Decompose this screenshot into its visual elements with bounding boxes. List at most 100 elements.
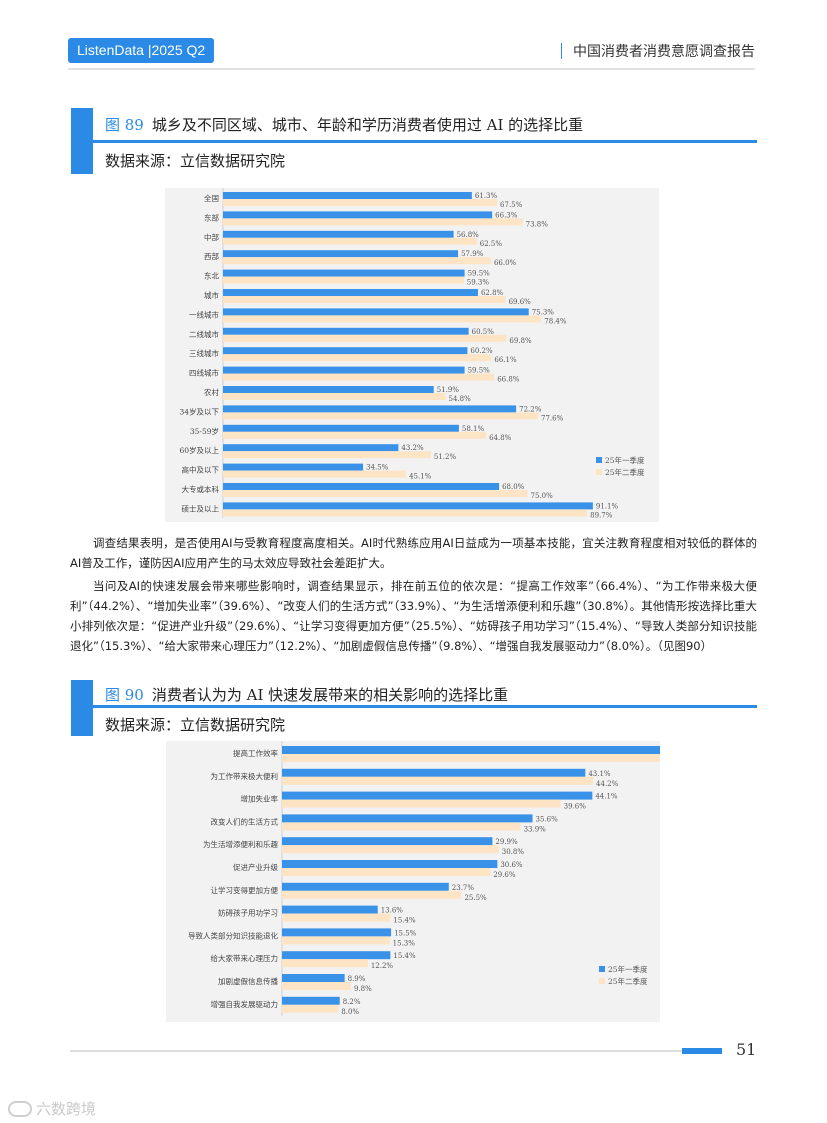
bar-series-1 bbox=[223, 424, 459, 432]
figure-89-accent-bar bbox=[71, 108, 93, 174]
bar-series-2 bbox=[282, 868, 491, 876]
bar-series-1 bbox=[282, 928, 392, 937]
data-label-series-2: 45.1% bbox=[409, 473, 432, 481]
category-label: 增强自我发展驱动力 bbox=[211, 999, 279, 1009]
figure-90-accent-bar bbox=[71, 680, 93, 736]
bar-series-2 bbox=[282, 799, 561, 808]
bar-series-2 bbox=[282, 959, 368, 968]
header-divider bbox=[68, 68, 755, 70]
chart-89-panel: 全国 61.3% 67.5% 东部 66.3% 73.8% 中部 56.8% 62.5% 西部 57… bbox=[165, 188, 659, 522]
bar-series-2 bbox=[223, 451, 431, 459]
data-label-series-2: 66.0% bbox=[494, 259, 517, 267]
bar-series-1 bbox=[282, 768, 586, 777]
category-label: 一线城市 bbox=[189, 309, 219, 319]
legend-swatch bbox=[599, 966, 605, 972]
category-label: 加剧虚假信息传播 bbox=[218, 976, 278, 986]
data-label-series-1: 13.6% bbox=[381, 907, 404, 915]
bar-series-1 bbox=[282, 860, 498, 868]
chart-89: 全国 61.3%67.5% 东部 66.3% 73.8% 中部 56.8%62.5% 西部 57… bbox=[179, 188, 645, 519]
bar-series-2 bbox=[223, 509, 588, 517]
bar-series-2 bbox=[223, 373, 495, 381]
bar-series-2 bbox=[282, 982, 351, 990]
bar-series-1 bbox=[223, 463, 364, 471]
bar-series-1 bbox=[223, 269, 465, 277]
bar-series-1 bbox=[223, 386, 434, 393]
bar-series-2 bbox=[282, 845, 499, 854]
figure-90-rule bbox=[93, 705, 757, 708]
data-label-series-2: 77.6% bbox=[541, 414, 564, 422]
bar-series-2 bbox=[282, 1004, 339, 1013]
watermark: 六数跨境 bbox=[8, 1098, 96, 1119]
data-label-series-2: 33.9% bbox=[524, 825, 547, 833]
category-label: 中部 bbox=[204, 232, 219, 242]
figure-89-source: 数据来源：立信数据研究院 bbox=[105, 152, 286, 170]
data-label-series-1: 35.6% bbox=[536, 815, 559, 823]
bar-series-2 bbox=[282, 936, 390, 945]
category-label: 高中及以下 bbox=[182, 465, 220, 475]
bar-series-2 bbox=[223, 354, 492, 362]
bar-series-2 bbox=[223, 199, 498, 206]
category-label: 农村 bbox=[204, 387, 219, 397]
data-label-series-1: 61.3% bbox=[475, 192, 498, 200]
data-label-series-2: 39.6% bbox=[564, 803, 587, 811]
data-label-series-2: 66.1% bbox=[494, 356, 517, 364]
bar-series-1 bbox=[282, 791, 593, 800]
bar-series-1 bbox=[223, 192, 472, 199]
data-label-series-1: 62.8% bbox=[481, 289, 504, 297]
data-label-series-2: 25.5% bbox=[464, 894, 487, 902]
figure-89-heading: 图 89 城乡及不同区域、城市、年龄和学历消费者使用过 AI 的选择比重 数据来源… bbox=[71, 108, 757, 174]
data-label-series-1: 75.3% bbox=[532, 308, 555, 316]
data-label-series-1: 8.2% bbox=[343, 998, 361, 1006]
bar-series-2 bbox=[223, 490, 528, 497]
data-label-series-1: 29.9% bbox=[495, 838, 518, 846]
data-label-series-2: 67.5% bbox=[500, 201, 523, 209]
data-label-series-1: 15.5% bbox=[394, 929, 417, 937]
page-number: 51 bbox=[736, 1040, 757, 1059]
bar-series-2 bbox=[282, 822, 521, 831]
category-label: 三线城市 bbox=[189, 348, 219, 358]
data-label-series-2: 12.2% bbox=[371, 962, 394, 970]
legend-label: 25年一季度 bbox=[605, 455, 645, 465]
legend-swatch bbox=[599, 978, 605, 984]
data-label-series-2: 8.0% bbox=[341, 1008, 359, 1016]
category-label: 大专或本科 bbox=[182, 484, 220, 494]
watermark-logo-icon bbox=[8, 1101, 32, 1117]
category-label: 提高工作效率 bbox=[233, 748, 278, 758]
data-label-series-1: 68.0% bbox=[502, 483, 525, 491]
data-label-series-2: 73.8% bbox=[526, 220, 549, 228]
data-label-series-1: 72.2% bbox=[519, 405, 542, 413]
bar-series-2 bbox=[223, 257, 491, 265]
bar-series-1 bbox=[223, 327, 469, 335]
figure-90-heading: 图 90 消费者认为为 AI 快速发展带来的相关影响的选择比重 数据来源：立信数据… bbox=[71, 680, 757, 736]
bar-series-1 bbox=[282, 974, 345, 982]
bar-series-1 bbox=[223, 366, 465, 374]
data-label-series-1: 59.5% bbox=[468, 367, 491, 375]
bar-series-2 bbox=[223, 296, 506, 303]
category-label: 四线城市 bbox=[189, 368, 219, 378]
category-label: 东部 bbox=[204, 212, 219, 222]
legend-swatch bbox=[596, 469, 602, 475]
data-label-series-2: 64.8% bbox=[489, 434, 512, 442]
category-label: 全国 bbox=[204, 193, 219, 203]
bar-series-1 bbox=[282, 951, 391, 960]
bar-series-1 bbox=[223, 308, 529, 316]
data-label-series-1: 58.1% bbox=[462, 425, 485, 433]
data-label-series-1: 23.7% bbox=[452, 884, 475, 892]
figure-89-title: 图 89 城乡及不同区域、城市、年龄和学历消费者使用过 AI 的选择比重 bbox=[105, 114, 583, 135]
bar-series-1 bbox=[282, 996, 340, 1005]
bar-series-1 bbox=[223, 483, 500, 490]
bar-series-2 bbox=[223, 237, 477, 245]
data-label-series-2: 15.4% bbox=[393, 917, 416, 925]
figure-90-title: 图 90 消费者认为为 AI 快速发展带来的相关影响的选择比重 bbox=[105, 684, 508, 705]
bar-series-2 bbox=[223, 393, 446, 400]
category-label: 34岁及以下 bbox=[179, 406, 219, 416]
data-label-series-2: 54.8% bbox=[448, 395, 471, 403]
paragraph-education: 调查结果表明，是否使用AI与受教育程度高度相关。AI时代熟练应用AI日益成为一项… bbox=[70, 533, 757, 573]
category-label: 西部 bbox=[204, 251, 219, 261]
category-label: 妨碍孩子用功学习 bbox=[218, 908, 278, 918]
data-label-series-1: 34.5% bbox=[366, 464, 389, 472]
data-label-series-1: 56.8% bbox=[457, 231, 480, 239]
category-label: 为工作带来极大便利 bbox=[211, 771, 279, 781]
data-label-series-1: 51.9% bbox=[437, 386, 460, 394]
data-label-series-1: 8.9% bbox=[348, 975, 366, 983]
